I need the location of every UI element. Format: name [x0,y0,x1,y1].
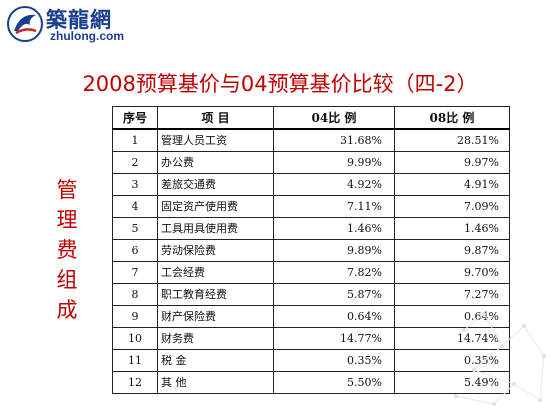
header-08-ratio: 08比 例 [394,106,510,130]
row-item: 财产保险费 [157,305,274,328]
row-item: 税 金 [157,349,274,372]
row-08-ratio: 1.46% [394,217,510,240]
row-04-ratio: 7.82% [273,261,395,284]
row-item: 劳动保险费 [157,239,274,262]
table-row: 4 固定资产使用费 7.11% 7.09% [112,195,510,218]
row-04-ratio: 14.77% [273,327,395,350]
side-label: 管理费组成 [56,178,78,322]
row-04-ratio: 9.89% [273,239,395,262]
row-item: 管理人员工资 [157,128,274,152]
row-no: 9 [112,305,158,328]
header-no: 序号 [112,106,158,130]
row-item: 差旅交通费 [157,173,274,196]
row-no: 12 [112,371,158,394]
table-row: 3 差旅交通费 4.92% 4.91% [112,173,510,196]
row-item: 职工教育经费 [157,283,274,306]
row-no: 3 [112,173,158,196]
page-title: 2008预算基价与04预算基价比较（四-2） [82,72,478,96]
table-row: 8 职工教育经费 5.87% 7.27% [112,283,510,306]
row-item: 固定资产使用费 [157,195,274,218]
table-body: 1 管理人员工资 31.68% 28.51% 2 办公费 9.99% 9.97% 3 差旅交通费 4… [112,128,510,394]
table-header-row: 序号 项 目 04比 例 08比 例 [112,106,510,130]
row-08-ratio: 9.97% [394,151,510,174]
logo-name: 築龍網 [46,7,112,32]
logo-url: zhulong.com [50,29,124,43]
row-08-ratio: 7.09% [394,195,510,218]
table-row: 5 工具用具使用费 1.46% 1.46% [112,217,510,240]
header-04-ratio: 04比 例 [273,106,395,130]
header-item: 项 目 [157,106,274,130]
row-08-ratio: 4.91% [394,173,510,196]
row-04-ratio: 0.64% [273,305,395,328]
row-item: 工会经费 [157,261,274,284]
row-no: 7 [112,261,158,284]
row-04-ratio: 7.11% [273,195,395,218]
row-no: 2 [112,151,158,174]
table-row: 2 办公费 9.99% 9.97% [112,151,510,174]
row-item: 工具用具使用费 [157,217,274,240]
row-08-ratio: 9.87% [394,239,510,262]
logo-mark-icon [7,6,43,42]
row-item: 办公费 [157,151,274,174]
row-04-ratio: 4.92% [273,173,395,196]
table-row: 12 其 他 5.50% 5.49% [112,371,510,394]
row-no: 8 [112,283,158,306]
row-08-ratio: 0.64% [394,305,510,328]
table-row: 10 财务费 14.77% 14.74% [112,327,510,350]
table-row: 1 管理人员工资 31.68% 28.51% [112,128,510,152]
row-04-ratio: 5.87% [273,283,395,306]
table-row: 6 劳动保险费 9.89% 9.87% [112,239,510,262]
row-no: 10 [112,327,158,350]
row-08-ratio: 9.70% [394,261,510,284]
row-no: 6 [112,239,158,262]
row-no: 11 [112,349,158,372]
row-08-ratio: 7.27% [394,283,510,306]
row-04-ratio: 0.35% [273,349,395,372]
row-no: 4 [112,195,158,218]
row-04-ratio: 1.46% [273,217,395,240]
row-08-ratio: 28.51% [394,128,510,152]
row-04-ratio: 9.99% [273,151,395,174]
row-item: 其 他 [157,371,274,394]
corner-decoration-icon [454,312,546,406]
table-row: 7 工会经费 7.82% 9.70% [112,261,510,284]
row-no: 1 [112,128,158,152]
row-item: 财务费 [157,327,274,350]
comparison-table: 序号 项 目 04比 例 08比 例 1 管理人员工资 31.68% 28.51% 2 办… [112,106,510,394]
row-04-ratio: 31.68% [273,128,395,152]
row-04-ratio: 5.50% [273,371,395,394]
row-no: 5 [112,217,158,240]
zhulong-logo[interactable]: 築龍網 zhulong.com [2,2,152,48]
